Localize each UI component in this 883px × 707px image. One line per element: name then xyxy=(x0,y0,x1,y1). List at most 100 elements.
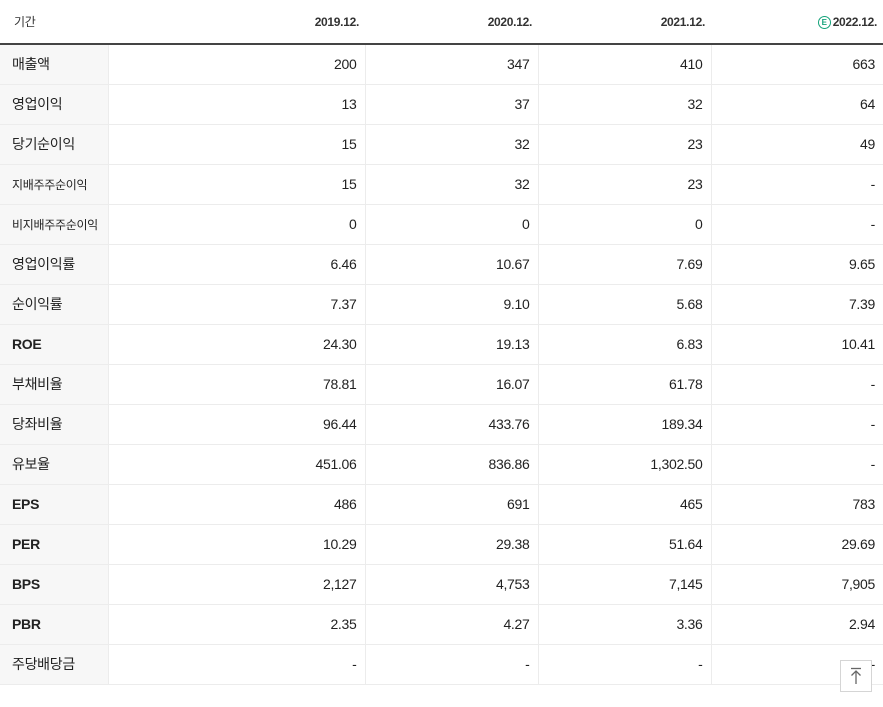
cell-value: 15 xyxy=(107,164,365,205)
cell-value: - xyxy=(710,363,883,405)
table-row: 당기순이익 15 32 23 49 xyxy=(0,124,883,165)
cell-value: 0 xyxy=(364,204,538,245)
table-row: 당좌비율 96.44 433.76 189.34 - xyxy=(0,404,883,445)
cell-value: 6.46 xyxy=(107,243,365,285)
cell-value: - xyxy=(710,164,883,205)
row-label: 주당배당금 xyxy=(0,643,108,685)
table-row: 지배주주순이익 15 32 23 - xyxy=(0,164,883,205)
cell-value: 24.30 xyxy=(107,324,365,365)
table-row: BPS 2,127 4,753 7,145 7,905 xyxy=(0,564,883,605)
cell-value: 23 xyxy=(537,164,711,205)
cell-value: 2.94 xyxy=(710,604,883,645)
cell-value: 10.41 xyxy=(710,324,883,365)
cell-value: 78.81 xyxy=(107,363,365,405)
cell-value: 3.36 xyxy=(537,604,711,645)
cell-value: 347 xyxy=(364,44,538,85)
cell-value: 2,127 xyxy=(107,564,365,605)
row-label: PER xyxy=(0,524,108,565)
cell-value: 29.38 xyxy=(364,524,538,565)
period-header: 2019.12. xyxy=(108,0,365,45)
estimate-icon: E xyxy=(817,15,831,29)
cell-value: 6.83 xyxy=(537,324,711,365)
scroll-to-top-button[interactable] xyxy=(840,660,872,692)
cell-value: 16.07 xyxy=(364,363,538,405)
cell-value: 836.86 xyxy=(364,444,538,485)
cell-value: 2.35 xyxy=(107,604,365,645)
cell-value: 4.27 xyxy=(364,604,538,645)
header-row: 기간 2019.12. 2020.12. 2021.12. E 2022.12. xyxy=(0,0,883,45)
cell-value: 410 xyxy=(537,44,711,85)
cell-value: 7,145 xyxy=(537,564,711,605)
row-label: EPS xyxy=(0,483,108,525)
cell-value: 37 xyxy=(364,84,538,125)
table-row: 유보율 451.06 836.86 1,302.50 - xyxy=(0,444,883,485)
cell-value: 1,302.50 xyxy=(537,444,711,485)
table-row: EPS 486 691 465 783 xyxy=(0,483,883,525)
cell-value: 0 xyxy=(107,204,365,245)
cell-value: 10.29 xyxy=(107,524,365,565)
cell-value: 691 xyxy=(364,483,538,525)
cell-value: 5.68 xyxy=(537,284,711,325)
cell-value: 29.69 xyxy=(710,524,883,565)
cell-value: 486 xyxy=(107,483,365,525)
cell-value: 13 xyxy=(107,84,365,125)
row-label: 부채비율 xyxy=(0,363,108,405)
cell-value: 10.67 xyxy=(364,243,538,285)
period-header: 2021.12. xyxy=(538,0,711,45)
cell-value: 32 xyxy=(537,84,711,125)
cell-value: 4,753 xyxy=(364,564,538,605)
cell-value: 96.44 xyxy=(107,404,365,445)
table-row: PBR 2.35 4.27 3.36 2.94 xyxy=(0,604,883,645)
period-header-label-text: 2022.12. xyxy=(832,14,878,29)
row-label: 지배주주순이익 xyxy=(0,164,108,205)
cell-value: 9.10 xyxy=(364,284,538,325)
cell-value: 783 xyxy=(710,483,883,525)
arrow-up-icon xyxy=(851,667,861,684)
cell-value: 7.37 xyxy=(107,284,365,325)
row-label: 당기순이익 xyxy=(0,124,108,165)
cell-value: - xyxy=(107,643,365,685)
table-row: 순이익률 7.37 9.10 5.68 7.39 xyxy=(0,284,883,325)
cell-value: 7.69 xyxy=(537,243,711,285)
cell-value: 61.78 xyxy=(537,363,711,405)
cell-value: 23 xyxy=(537,124,711,165)
cell-value: - xyxy=(364,643,538,685)
period-header: 2020.12. xyxy=(365,0,538,45)
row-label: 당좌비율 xyxy=(0,404,108,445)
table-row: 부채비율 78.81 16.07 61.78 - xyxy=(0,363,883,405)
cell-value: 7.39 xyxy=(710,284,883,325)
cell-value: 663 xyxy=(710,44,883,85)
table-row: 비지배주주순이익 0 0 0 - xyxy=(0,204,883,245)
row-label: ROE xyxy=(0,324,108,365)
financial-summary-table: 기간 2019.12. 2020.12. 2021.12. E 2022.12. … xyxy=(0,0,883,685)
cell-value: 32 xyxy=(364,124,538,165)
row-label: 영업이익 xyxy=(0,84,108,125)
cell-value: 200 xyxy=(107,44,365,85)
period-header-label: 기간 xyxy=(0,0,108,45)
cell-value: 49 xyxy=(710,124,883,165)
cell-value: 433.76 xyxy=(364,404,538,445)
cell-value: 465 xyxy=(537,483,711,525)
cell-value: 32 xyxy=(364,164,538,205)
cell-value: - xyxy=(710,444,883,485)
cell-value: - xyxy=(710,204,883,245)
cell-value: 7,905 xyxy=(710,564,883,605)
cell-value: - xyxy=(710,404,883,445)
cell-value: 9.65 xyxy=(710,243,883,285)
row-label: BPS xyxy=(0,564,108,605)
table-row: 영업이익 13 37 32 64 xyxy=(0,84,883,125)
cell-value: 64 xyxy=(710,84,883,125)
row-label: PBR xyxy=(0,604,108,645)
cell-value: - xyxy=(537,643,711,685)
table-row: 영업이익률 6.46 10.67 7.69 9.65 xyxy=(0,243,883,285)
table-row: 매출액 200 347 410 663 xyxy=(0,44,883,85)
table-row: PER 10.29 29.38 51.64 29.69 xyxy=(0,524,883,565)
cell-value: 19.13 xyxy=(364,324,538,365)
table-row: 주당배당금 - - - - xyxy=(0,643,883,685)
cell-value: 189.34 xyxy=(537,404,711,445)
row-label: 매출액 xyxy=(0,44,108,85)
table-row: ROE 24.30 19.13 6.83 10.41 xyxy=(0,324,883,365)
period-header-estimate: E 2022.12. xyxy=(711,0,883,45)
row-label: 영업이익률 xyxy=(0,243,108,285)
cell-value: 15 xyxy=(107,124,365,165)
